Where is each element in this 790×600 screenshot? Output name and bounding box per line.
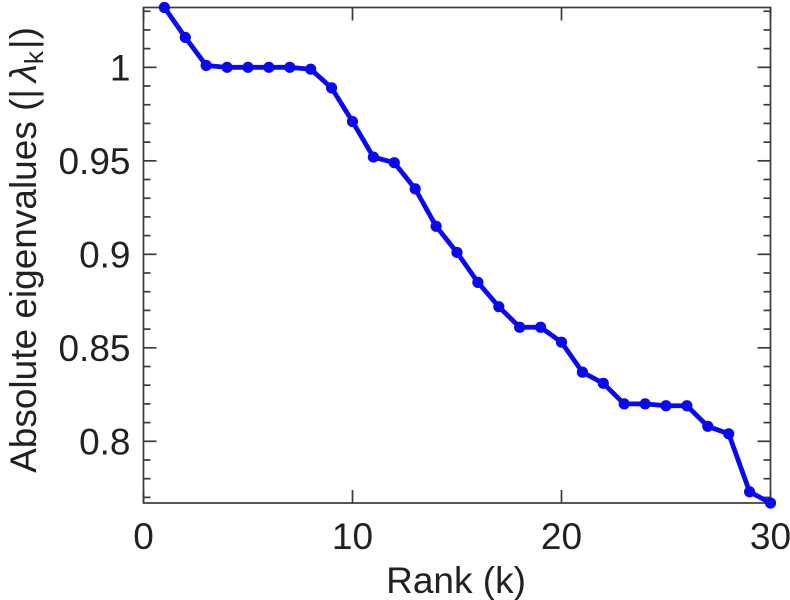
data-point-marker xyxy=(764,497,777,509)
data-point-marker xyxy=(221,61,233,73)
data-point-marker xyxy=(576,366,589,378)
y-axis-label-suffix: |) xyxy=(2,27,44,50)
data-point-marker xyxy=(388,157,400,169)
data-point-marker xyxy=(660,400,672,412)
data-point-marker xyxy=(305,63,317,75)
data-point-marker xyxy=(451,246,463,259)
data-point-marker xyxy=(597,377,609,389)
data-point-marker xyxy=(367,151,379,163)
y-axis-label: Absolute eigenvalues (| λk|) xyxy=(3,27,50,473)
data-point-marker xyxy=(618,398,630,410)
data-point-marker xyxy=(346,115,359,128)
x-tick-label: 0 xyxy=(133,516,154,557)
y-tick-label: 1 xyxy=(110,48,131,89)
data-point-marker xyxy=(430,220,442,232)
data-point-marker xyxy=(158,1,170,14)
data-point-marker xyxy=(326,82,338,94)
data-point-marker xyxy=(242,61,254,73)
y-tick-label: 0.9 xyxy=(79,235,130,276)
data-point-marker xyxy=(744,486,756,498)
data-point-marker xyxy=(179,31,191,44)
eigenvalue-line xyxy=(161,5,773,506)
x-tick-label: 30 xyxy=(750,516,790,557)
data-point-marker xyxy=(472,276,484,288)
y-tick-label: 0.85 xyxy=(58,328,130,369)
data-point-marker xyxy=(555,336,568,348)
data-point-marker xyxy=(702,420,714,432)
y-axis-label-prefix: Absolute eigenvalues (| xyxy=(2,88,44,473)
y-tick-label: 0.8 xyxy=(79,422,130,463)
x-tick-label: 10 xyxy=(332,516,373,557)
axes-box xyxy=(142,6,772,504)
data-point-marker xyxy=(493,301,505,313)
data-point-marker xyxy=(514,321,526,333)
lambda-subscript: k xyxy=(18,51,49,65)
x-tick-label: 20 xyxy=(541,516,582,557)
data-point-marker xyxy=(200,59,212,72)
y-tick-label: 0.95 xyxy=(58,141,130,182)
x-axis-label: Rank (k) xyxy=(386,560,526,600)
data-point-marker xyxy=(284,61,296,73)
data-point-marker xyxy=(639,398,651,410)
lambda-symbol: λ xyxy=(2,64,44,83)
data-point-marker xyxy=(535,321,547,333)
data-point-marker xyxy=(681,400,693,412)
data-point-marker xyxy=(723,428,735,440)
data-point-marker xyxy=(263,61,275,73)
data-point-marker xyxy=(409,183,421,195)
